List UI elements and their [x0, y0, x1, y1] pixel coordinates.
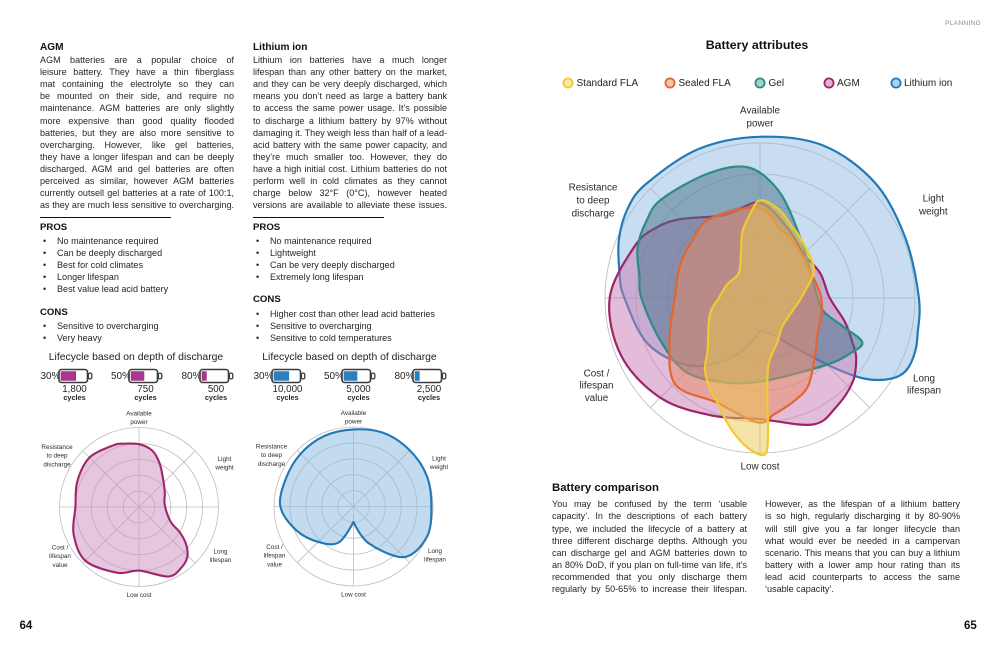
svg-text:Available: Available: [740, 106, 780, 117]
svg-text:Cost /: Cost /: [266, 544, 283, 551]
svg-text:lifespan: lifespan: [907, 386, 941, 397]
svg-text:lifespan: lifespan: [424, 557, 446, 564]
svg-text:Cost /: Cost /: [52, 545, 69, 552]
svg-text:weight: weight: [429, 464, 448, 471]
svg-text:to deep: to deep: [577, 195, 610, 206]
svg-text:to deep: to deep: [261, 452, 283, 459]
svg-text:discharge: discharge: [43, 461, 71, 468]
svg-text:lifespan: lifespan: [210, 557, 232, 564]
svg-text:Light: Light: [923, 194, 945, 205]
svg-text:to deep: to deep: [46, 453, 68, 460]
svg-text:discharge: discharge: [572, 208, 615, 219]
svg-text:power: power: [747, 118, 775, 129]
svg-text:lifespan: lifespan: [264, 553, 286, 560]
svg-text:Resistance: Resistance: [569, 183, 618, 194]
svg-text:Long: Long: [913, 374, 935, 385]
svg-text:Long: Long: [213, 549, 228, 556]
svg-text:value: value: [585, 393, 609, 404]
svg-text:value: value: [267, 561, 283, 568]
svg-text:Resistance: Resistance: [256, 444, 288, 451]
svg-text:Available: Available: [341, 410, 367, 417]
svg-text:lifespan: lifespan: [49, 553, 71, 560]
svg-text:power: power: [130, 419, 147, 426]
svg-text:lifespan: lifespan: [579, 381, 613, 392]
svg-text:Low cost: Low cost: [127, 592, 152, 599]
svg-text:weight: weight: [918, 206, 948, 217]
svg-text:Long: Long: [428, 548, 443, 555]
svg-text:Available: Available: [126, 411, 152, 418]
svg-text:discharge: discharge: [258, 461, 286, 468]
svg-text:power: power: [345, 419, 362, 426]
svg-text:Resistance: Resistance: [41, 444, 73, 451]
svg-text:Light: Light: [432, 456, 446, 463]
svg-text:Cost /: Cost /: [584, 368, 610, 379]
svg-text:Low cost: Low cost: [341, 592, 366, 599]
svg-text:Low cost: Low cost: [741, 461, 780, 472]
svg-text:weight: weight: [214, 465, 233, 472]
svg-text:value: value: [52, 562, 68, 569]
svg-text:Light: Light: [218, 456, 232, 463]
